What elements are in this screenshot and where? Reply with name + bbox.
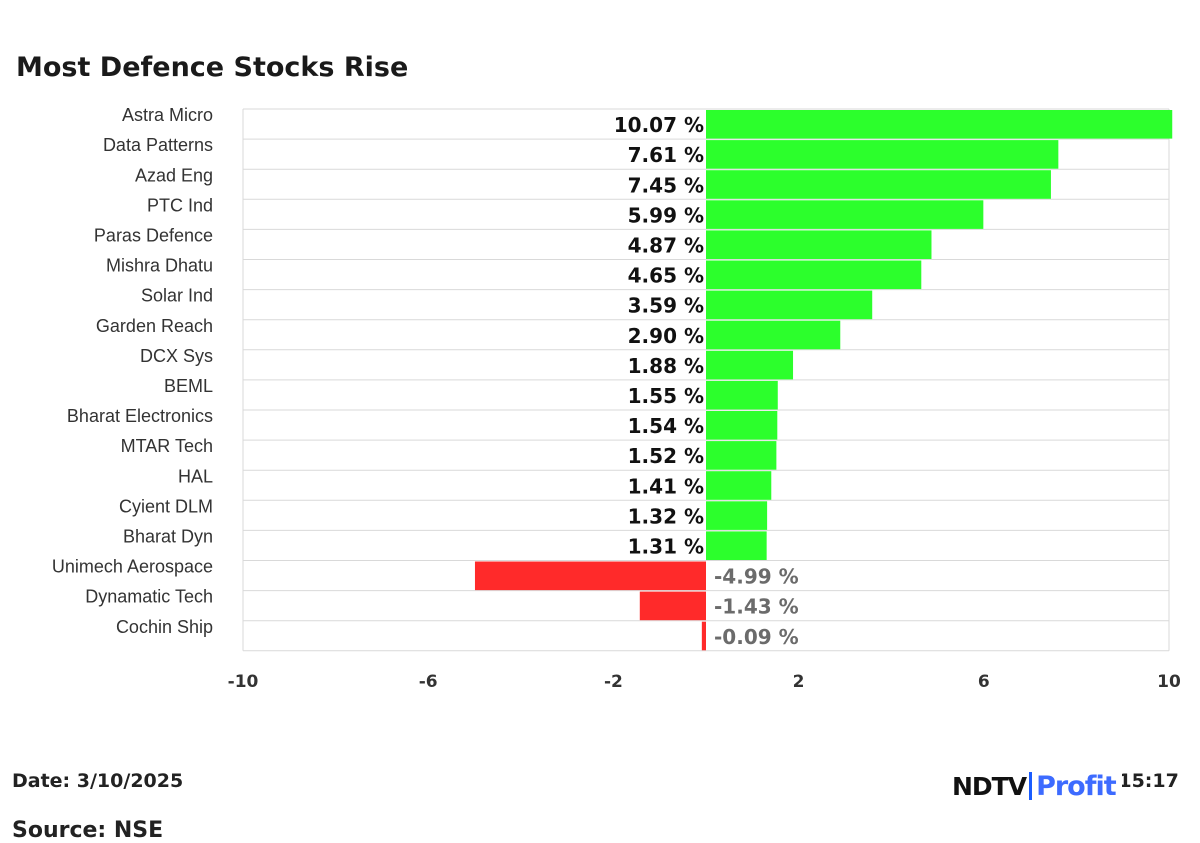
value-label: 3.59 % bbox=[628, 294, 704, 318]
category-label: DCX Sys bbox=[140, 346, 213, 366]
value-label: 1.54 % bbox=[628, 414, 704, 438]
category-label: Bharat Electronics bbox=[67, 406, 213, 426]
bar bbox=[706, 471, 772, 500]
value-label: 7.61 % bbox=[628, 143, 704, 167]
bar bbox=[706, 110, 1173, 139]
category-label: Data Patterns bbox=[103, 135, 213, 155]
category-label: Bharat Dyn bbox=[123, 526, 213, 546]
bar bbox=[706, 200, 984, 229]
bar bbox=[706, 320, 841, 350]
category-label: BEML bbox=[164, 376, 213, 396]
ndtv-profit-logo: NDTV Profit bbox=[952, 768, 1122, 804]
value-label: 1.52 % bbox=[628, 444, 704, 468]
value-label: 2.90 % bbox=[628, 324, 704, 348]
bar bbox=[706, 230, 932, 259]
bar bbox=[706, 140, 1059, 169]
value-label: -1.43 % bbox=[714, 595, 799, 619]
value-label: 4.87 % bbox=[628, 233, 704, 257]
bar bbox=[474, 561, 706, 591]
category-label: Dynamatic Tech bbox=[85, 587, 213, 607]
logo-divider bbox=[1029, 772, 1033, 800]
category-label: Mishra Dhatu bbox=[106, 256, 213, 276]
category-label: Garden Reach bbox=[96, 316, 213, 336]
value-label: 4.65 % bbox=[628, 264, 704, 288]
bar bbox=[706, 380, 778, 410]
bar bbox=[701, 621, 706, 651]
value-label: 1.32 % bbox=[628, 504, 704, 528]
value-label: -0.09 % bbox=[714, 625, 799, 649]
category-label: PTC Ind bbox=[147, 195, 213, 215]
category-label: Cyient DLM bbox=[119, 496, 213, 516]
category-label: Cochin Ship bbox=[116, 617, 213, 637]
x-tick-label: 2 bbox=[793, 672, 805, 692]
category-label: Paras Defence bbox=[94, 225, 213, 245]
bar bbox=[706, 441, 777, 470]
x-tick-label: -10 bbox=[228, 672, 259, 692]
bar bbox=[706, 260, 922, 290]
category-label: Astra Micro bbox=[122, 105, 213, 125]
logo-profit-text: Profit bbox=[1036, 770, 1117, 802]
category-label: Azad Eng bbox=[135, 165, 213, 185]
bar bbox=[706, 290, 873, 320]
category-label: MTAR Tech bbox=[121, 436, 213, 456]
value-label: -4.99 % bbox=[714, 565, 799, 589]
category-label: HAL bbox=[178, 466, 213, 486]
value-label: 1.55 % bbox=[628, 384, 704, 408]
bar bbox=[706, 350, 794, 380]
x-tick-label: -2 bbox=[604, 672, 623, 692]
value-label: 1.31 % bbox=[628, 534, 704, 558]
value-label: 5.99 % bbox=[628, 203, 704, 227]
bar-chart: Astra Micro 10.07 % Data Patterns 7.61 % Aza… bbox=[52, 105, 1181, 692]
bar bbox=[706, 531, 767, 560]
x-tick-label: 6 bbox=[978, 672, 990, 692]
value-label: 1.88 % bbox=[628, 354, 704, 378]
value-label: 10.07 % bbox=[614, 113, 704, 137]
x-tick-label: -6 bbox=[419, 672, 438, 692]
value-label: 7.45 % bbox=[628, 173, 704, 197]
bar bbox=[706, 501, 768, 530]
bar bbox=[639, 591, 706, 621]
category-label: Unimech Aerospace bbox=[52, 557, 213, 577]
chart-title: Most Defence Stocks Rise bbox=[16, 52, 409, 83]
value-label: 1.41 % bbox=[628, 474, 704, 498]
footer-date: Date: 3/10/2025 bbox=[12, 770, 184, 792]
bar bbox=[706, 411, 778, 440]
x-tick-label: 10 bbox=[1157, 672, 1181, 692]
bar bbox=[706, 170, 1051, 199]
category-label: Solar Ind bbox=[141, 286, 213, 306]
logo-ndtv-text: NDTV bbox=[952, 771, 1027, 801]
